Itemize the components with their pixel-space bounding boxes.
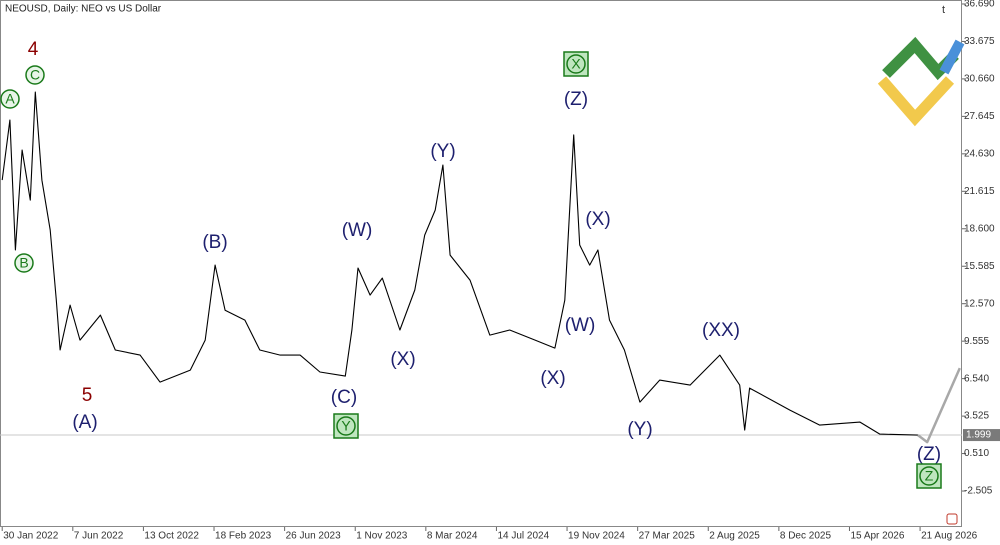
- wave-label: B: [19, 255, 28, 271]
- last-price-label: 1.999: [966, 430, 991, 441]
- wave-circle: [0, 89, 20, 109]
- chart-title: NEOUSD, Daily: NEO vs US Dollar: [5, 4, 162, 15]
- y-tick-label: 24.630: [964, 148, 995, 159]
- wave-label: (W): [565, 315, 596, 336]
- x-tick-label: 2 Aug 2025: [709, 531, 760, 542]
- plot-frame: [0, 0, 962, 527]
- wave-circle: [14, 253, 34, 273]
- wave-circle: [919, 466, 939, 486]
- x-tick-label: 27 Mar 2025: [639, 531, 696, 542]
- wave-label: (X): [585, 209, 610, 230]
- logo-yellow: [877, 76, 955, 127]
- y-tick-label: 33.675: [964, 36, 995, 47]
- y-tick-label: 30.660: [964, 74, 995, 85]
- trade-icon[interactable]: t: [942, 4, 945, 16]
- forecast-line: [917, 367, 961, 444]
- wave-label: A: [5, 91, 15, 107]
- wave-label: (Y): [627, 419, 652, 440]
- y-tick-label: 9.555: [964, 336, 989, 347]
- wave-label: (X): [390, 349, 415, 370]
- x-tick-label: 18 Feb 2023: [215, 531, 272, 542]
- y-tick-label: -2.505: [964, 486, 993, 497]
- wave-label: Z: [925, 468, 934, 484]
- alert-icon[interactable]: [946, 513, 958, 525]
- wave-label: (B): [202, 232, 227, 253]
- logo-blue: [939, 39, 965, 75]
- x-tick-label: 19 Nov 2024: [568, 531, 625, 542]
- price-line: [1, 91, 918, 436]
- wave-label: (Y): [430, 141, 455, 162]
- wave-label: (Z): [564, 89, 588, 110]
- logo: [877, 36, 965, 127]
- wave-box: [563, 51, 589, 77]
- wave-label: 4: [28, 39, 39, 60]
- y-tick-label: 27.645: [964, 111, 995, 122]
- wave-box: [916, 463, 942, 489]
- wave-label: (Z): [917, 444, 941, 465]
- wave-label: 5: [82, 385, 93, 406]
- y-tick-label: 3.525: [964, 411, 989, 422]
- y-tick-label: 36.690: [964, 0, 995, 10]
- x-tick-label: 15 Apr 2026: [850, 531, 904, 542]
- x-tick-label: 8 Mar 2024: [427, 531, 478, 542]
- wave-label: Y: [341, 418, 351, 434]
- wave-label: (XX): [702, 320, 740, 341]
- wave-circle: [566, 54, 586, 74]
- x-tick-label: 14 Jul 2024: [497, 531, 549, 542]
- x-tick-label: 21 Aug 2026: [921, 531, 978, 542]
- y-tick-label: 18.600: [964, 223, 995, 234]
- last-price-box: [963, 429, 1000, 442]
- y-tick-label: 15.585: [964, 261, 995, 272]
- wave-label: (C): [331, 387, 357, 408]
- wave-box: [333, 413, 359, 439]
- wave-label: (W): [342, 220, 373, 241]
- x-tick-label: 8 Dec 2025: [780, 531, 832, 542]
- y-tick-label: 12.570: [964, 298, 995, 309]
- x-tick-label: 1 Nov 2023: [356, 531, 408, 542]
- x-tick-label: 30 Jan 2022: [3, 531, 58, 542]
- y-tick-label: 6.540: [964, 373, 989, 384]
- x-tick-label: 13 Oct 2022: [144, 531, 199, 542]
- x-tick-label: 7 Jun 2022: [74, 531, 124, 542]
- y-tick-label: 21.615: [964, 186, 995, 197]
- wave-label: (X): [540, 368, 565, 389]
- wave-circle: [25, 65, 45, 85]
- y-tick-label: 0.510: [964, 448, 989, 459]
- wave-label: (A): [72, 412, 97, 433]
- wave-label: X: [571, 56, 581, 72]
- wave-label: C: [30, 67, 40, 83]
- x-tick-label: 26 Jun 2023: [286, 531, 341, 542]
- wave-circle: [336, 416, 356, 436]
